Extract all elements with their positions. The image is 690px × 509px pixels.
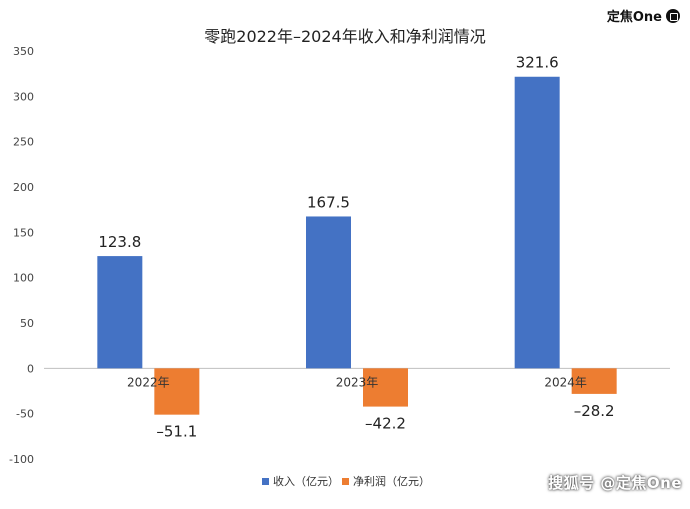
net-profit-label-2: –28.2 bbox=[574, 402, 615, 420]
brand-icon bbox=[666, 8, 680, 23]
y-tick-label: 150 bbox=[13, 226, 34, 239]
y-tick-label: 250 bbox=[13, 136, 34, 149]
y-axis: 350 300 250 200 150 100 50 0 -50 -100 bbox=[9, 45, 34, 466]
net-profit-label-0: –51.1 bbox=[156, 423, 197, 441]
chart-title: 零跑2022年–2024年收入和净利润情况 bbox=[204, 27, 485, 46]
revenue-label-2: 321.6 bbox=[516, 54, 559, 72]
legend-label: 净利润（亿元） bbox=[353, 474, 430, 488]
y-tick-label: 200 bbox=[13, 181, 34, 194]
y-tick-label: -100 bbox=[9, 453, 34, 466]
legend-swatch bbox=[262, 478, 269, 485]
revenue-bar-2 bbox=[514, 76, 560, 369]
x-tick-label: 2022年 bbox=[127, 375, 170, 389]
revenue-bar-0 bbox=[97, 256, 143, 369]
revenue-label-1: 167.5 bbox=[307, 193, 350, 211]
y-tick-label: 100 bbox=[13, 272, 34, 285]
y-tick-label: -50 bbox=[16, 408, 34, 421]
legend-swatch bbox=[342, 478, 349, 485]
x-tick-label: 2023年 bbox=[336, 375, 379, 389]
net-profit-bar-2 bbox=[571, 368, 617, 394]
brand-logo: 定焦One bbox=[607, 6, 680, 25]
legend-label: 收入（亿元） bbox=[273, 474, 339, 488]
x-tick-label: 2024年 bbox=[544, 375, 587, 389]
y-tick-label: 50 bbox=[20, 317, 34, 330]
revenue-bar-1 bbox=[306, 216, 351, 369]
x-axis-ticks: 2022年 2023年 2024年 bbox=[127, 375, 587, 389]
watermark: 搜狐号 @定焦One bbox=[548, 474, 682, 492]
data-labels: 123.8 –51.1 167.5 –42.2 321.6 –28.2 bbox=[98, 54, 614, 441]
revenue-label-0: 123.8 bbox=[98, 233, 141, 251]
net-profit-bar-1 bbox=[363, 368, 408, 407]
y-tick-label: 0 bbox=[27, 362, 34, 375]
net-profit-bar-0 bbox=[154, 368, 200, 415]
net-profit-label-1: –42.2 bbox=[365, 415, 406, 433]
y-tick-label: 300 bbox=[13, 90, 34, 103]
y-tick-label: 350 bbox=[13, 45, 34, 58]
bars bbox=[97, 76, 617, 415]
brand-text: 定焦One bbox=[606, 10, 662, 25]
legend: 收入（亿元） 净利润（亿元） bbox=[262, 474, 430, 488]
